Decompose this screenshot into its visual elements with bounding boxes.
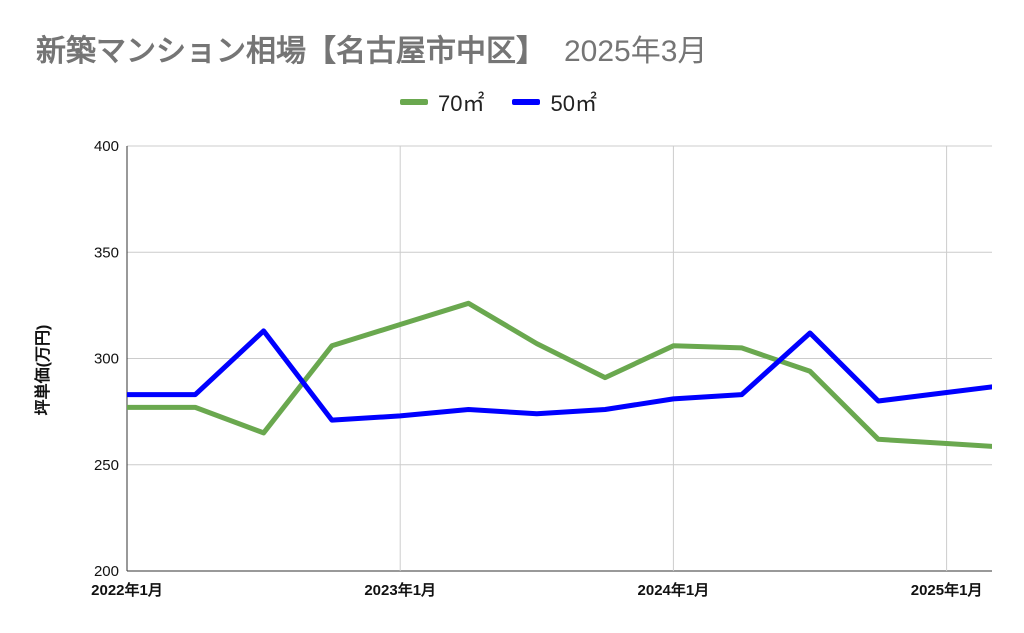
legend-label-70: 70㎡ (438, 91, 485, 116)
series-line-1 (127, 328, 992, 423)
series-line-0 (127, 300, 992, 449)
legend-swatch-50 (512, 99, 541, 105)
x-tick-label: 2022年1月 (91, 581, 163, 599)
x-tick-label: 2025年1月 (911, 581, 983, 599)
legend-item-50[interactable]: 50㎡ (512, 86, 597, 118)
y-axis-label: 坪単価(万円) (33, 325, 52, 416)
y-tick-label: 200 (94, 563, 119, 580)
grid-lines (126, 145, 992, 572)
y-axis-ticks: 200 250 300 350 400 (94, 138, 119, 580)
x-tick-label: 2024年1月 (638, 581, 710, 599)
chart-legend: 70㎡ 50㎡ (400, 86, 597, 118)
x-tick-label: 2023年1月 (364, 581, 436, 599)
chart-title: 新築マンション相場【名古屋市中区】 2025年3月 (36, 26, 707, 70)
chart-subtitle: 2025年3月 (564, 35, 708, 68)
y-tick-label: 350 (94, 244, 119, 261)
legend-label-50: 50㎡ (550, 91, 597, 116)
y-tick-label: 300 (94, 351, 119, 368)
x-axis-ticks: 2022年1月 2023年1月 2024年1月 2025年1月 (91, 581, 982, 599)
series-lines (127, 300, 992, 449)
y-tick-label: 250 (94, 457, 119, 474)
legend-swatch-70 (400, 99, 428, 105)
legend-item-70[interactable]: 70㎡ (400, 86, 484, 118)
y-tick-label: 400 (94, 138, 119, 155)
chart-title-main: 新築マンション相場【名古屋市中区】 (36, 35, 546, 68)
